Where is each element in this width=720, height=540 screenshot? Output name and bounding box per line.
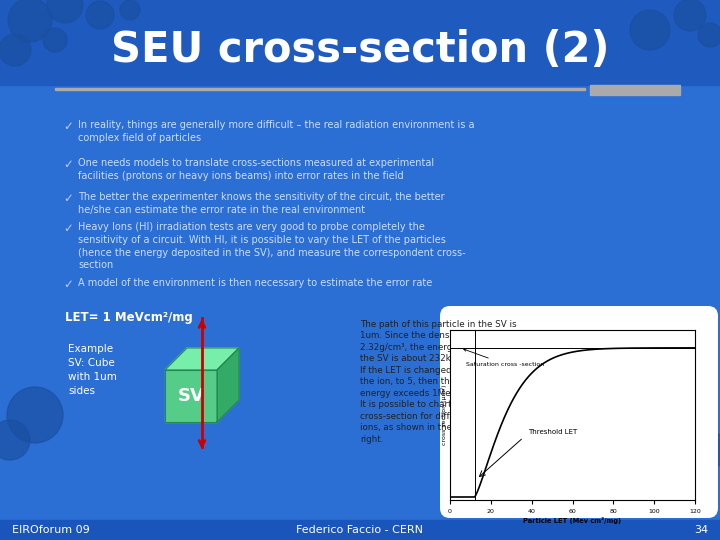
Y-axis label: cross section (μm²): cross section (μm²) (441, 384, 447, 445)
Circle shape (655, 400, 705, 450)
Bar (590, 85, 680, 95)
Bar (0, 0, 720, 85)
Text: ✓: ✓ (63, 192, 73, 205)
Text: SEU cross-section (2): SEU cross-section (2) (111, 29, 609, 71)
Circle shape (120, 0, 140, 20)
Text: Heavy Ions (HI) irradiation tests are very good to probe completely the
sensitiv: Heavy Ions (HI) irradiation tests are ve… (78, 222, 466, 271)
X-axis label: Particle LET (Mev cm²/mg): Particle LET (Mev cm²/mg) (523, 517, 621, 524)
Text: ✓: ✓ (63, 120, 73, 133)
FancyBboxPatch shape (440, 306, 718, 518)
Circle shape (698, 23, 720, 47)
Text: ✓: ✓ (63, 222, 73, 235)
Text: ✓: ✓ (63, 278, 73, 291)
Bar (0, 520, 720, 540)
Polygon shape (165, 370, 217, 422)
Text: Example
SV: Cube
with 1um
sides: Example SV: Cube with 1um sides (68, 344, 117, 396)
Text: The path of this particle in the SV is
1um. Since the density of Si is
2.32g/cm³: The path of this particle in the SV is 1… (360, 320, 519, 443)
Circle shape (0, 420, 30, 460)
Circle shape (692, 432, 720, 468)
Polygon shape (217, 348, 239, 422)
Text: Saturation cross -section: Saturation cross -section (464, 349, 544, 367)
Text: ✓: ✓ (63, 158, 73, 171)
Bar (55, 87, 585, 90)
Circle shape (7, 387, 63, 443)
Circle shape (0, 34, 31, 66)
Text: SV: SV (178, 387, 204, 405)
Text: Threshold LET: Threshold LET (528, 429, 577, 435)
Circle shape (630, 10, 670, 50)
Polygon shape (165, 348, 239, 370)
Circle shape (8, 0, 52, 42)
Circle shape (47, 0, 83, 23)
Text: In reality, things are generally more difficult – the real radiation environment: In reality, things are generally more di… (78, 120, 474, 143)
Circle shape (674, 0, 706, 31)
Circle shape (43, 28, 67, 52)
Text: The better the experimenter knows the sensitivity of the circuit, the better
he/: The better the experimenter knows the se… (78, 192, 445, 215)
Text: Federico Faccio - CERN: Federico Faccio - CERN (297, 525, 423, 535)
Text: EIROforum 09: EIROforum 09 (12, 525, 90, 535)
Circle shape (86, 1, 114, 29)
Text: 34: 34 (694, 525, 708, 535)
Text: A model of the environment is then necessary to estimate the error rate: A model of the environment is then neces… (78, 278, 432, 288)
Text: One needs models to translate cross-sections measured at experimental
facilities: One needs models to translate cross-sect… (78, 158, 434, 181)
Text: LET= 1 MeVcm²/mg: LET= 1 MeVcm²/mg (65, 312, 193, 325)
